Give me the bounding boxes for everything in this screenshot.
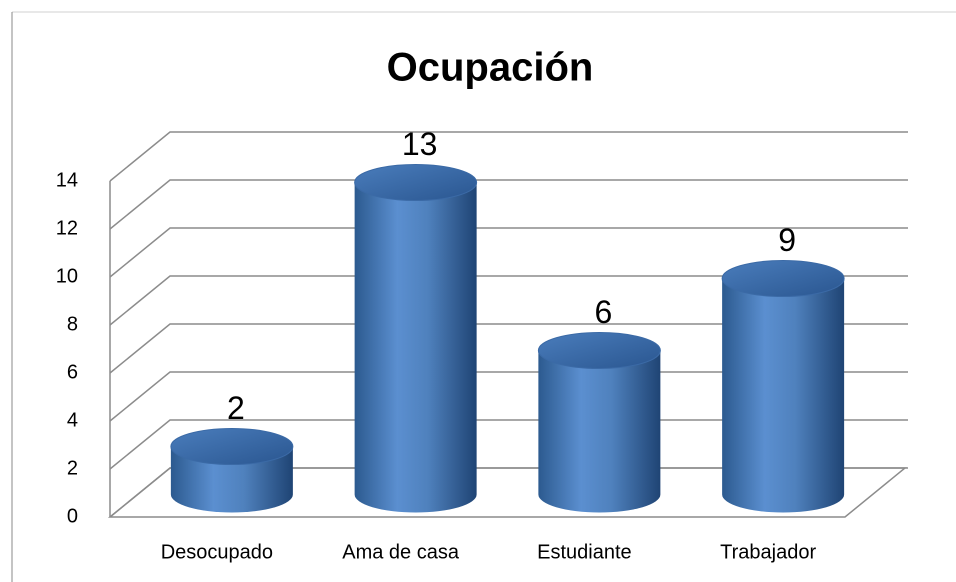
grid-line	[109, 275, 908, 326]
cylinder-top	[721, 260, 845, 297]
y-tick-label: 8	[67, 313, 78, 335]
grid-line	[109, 227, 908, 278]
y-tick-label: 6	[67, 361, 78, 383]
y-tick-label: 10	[56, 265, 78, 287]
grid-line	[109, 323, 908, 374]
y-tick-label: 2	[67, 457, 78, 479]
x-tick-label: Ama de casa	[342, 541, 460, 563]
cylinder-body	[538, 350, 661, 513]
value-label: 6	[594, 294, 612, 330]
value-label: 2	[227, 390, 245, 426]
y-tick-label: 12	[56, 217, 78, 239]
grid-line	[109, 131, 908, 182]
cylinder-body	[354, 182, 477, 513]
value-label: 13	[402, 126, 438, 162]
grid-line	[109, 467, 908, 518]
grid-line	[109, 371, 908, 422]
value-label: 9	[778, 222, 796, 258]
x-tick-label: Trabajador	[720, 541, 816, 563]
cylinder-body	[722, 278, 845, 513]
y-tick-label: 14	[56, 169, 78, 191]
cylinder-top	[354, 164, 478, 201]
cylinder-top	[537, 332, 661, 369]
cylinder-top	[170, 428, 294, 465]
cylinder-body	[170, 446, 293, 513]
chart-title: Ocupación	[387, 46, 594, 90]
grid-line	[109, 179, 908, 230]
grid-line	[109, 419, 908, 470]
y-tick-label: 0	[67, 505, 78, 527]
y-tick-label: 4	[67, 409, 78, 431]
x-tick-label: Desocupado	[161, 541, 273, 563]
x-tick-label: Estudiante	[537, 541, 632, 563]
